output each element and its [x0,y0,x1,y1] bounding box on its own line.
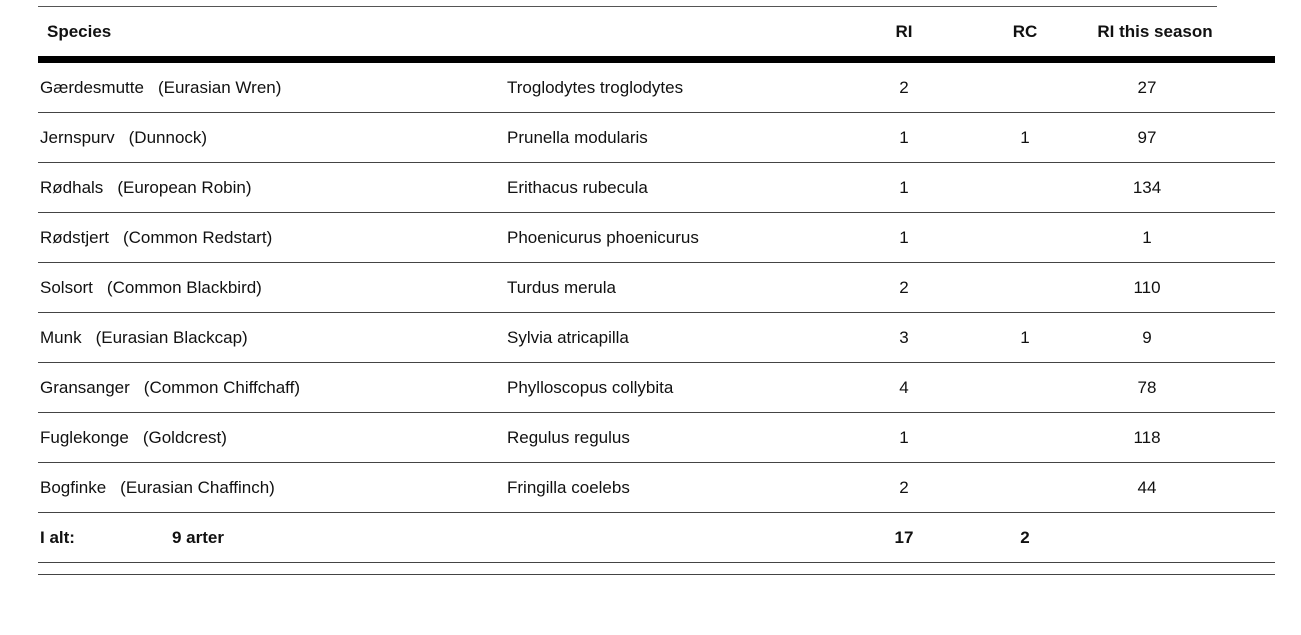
table-row: Gærdesmutte (Eurasian Wren) Troglodytes t… [38,63,1275,113]
species-name: Jernspurv (Dunnock) [40,113,207,162]
species-name: Rødstjert (Common Redstart) [40,213,272,262]
english-name: (Common Chiffchaff) [143,377,300,397]
season-value: 118 [1133,427,1161,447]
table-row: Solsort (Common Blackbird) Turdus merula … [38,263,1275,313]
ri-value: 1 [899,427,909,447]
english-name: (Common Redstart) [122,227,273,247]
english-name: (Dunnock) [128,127,208,147]
rc-value [995,63,1055,112]
english-name: (Eurasian Chaffinch) [120,477,275,497]
rc-value: 1 [1020,327,1030,347]
bottom-rule [38,574,1275,575]
rc-value: 1 [1020,127,1030,147]
danish-name: Fuglekonge [40,427,129,447]
species-name: Fuglekonge (Goldcrest) [40,413,227,462]
header-season: RI this season [1097,21,1213,41]
species-name: Gransanger (Common Chiffchaff) [40,363,300,412]
header-rc: RC [1012,21,1038,41]
season-value: 78 [1137,377,1157,397]
top-rule [38,6,1217,7]
latin-name: Regulus regulus [507,427,630,447]
english-name: (Eurasian Blackcap) [95,327,248,347]
table-header: Species RI RC RI this season [38,7,1275,56]
rc-value [995,363,1055,412]
species-name: Bogfinke (Eurasian Chaffinch) [40,463,275,512]
latin-name: Erithacus rubecula [507,177,648,197]
danish-name: Rødhals [40,177,104,197]
total-season [1097,513,1197,562]
danish-name: Gærdesmutte [40,77,144,97]
species-name: Solsort (Common Blackbird) [40,263,262,312]
ri-value: 3 [899,327,909,347]
latin-name: Phylloscopus collybita [507,377,674,397]
season-value: 27 [1137,77,1157,97]
total-species-count: 9 arter [172,527,224,547]
table-row: Bogfinke (Eurasian Chaffinch) Fringilla c… [38,463,1275,513]
header-ri: RI [895,21,913,41]
season-value: 134 [1132,177,1162,197]
latin-name: Prunella modularis [507,127,648,147]
season-value: 9 [1142,327,1152,347]
english-name: (Goldcrest) [142,427,227,447]
latin-name: Phoenicurus phoenicurus [507,227,699,247]
species-name: Gærdesmutte (Eurasian Wren) [40,63,281,112]
total-row: I alt: 9 arter 17 2 [38,513,1275,563]
ri-value: 1 [899,177,909,197]
danish-name: Munk [40,327,82,347]
english-name: (Eurasian Wren) [157,77,282,97]
ri-value: 4 [899,377,909,397]
latin-name: Turdus merula [507,277,616,297]
season-value: 1 [1142,227,1152,247]
rc-value [995,213,1055,262]
ri-value: 1 [899,227,909,247]
danish-name: Gransanger [40,377,130,397]
rc-value [995,263,1055,312]
table-row: Gransanger (Common Chiffchaff) Phylloscop… [38,363,1275,413]
table-row: Rødstjert (Common Redstart) Phoenicurus p… [38,213,1275,263]
english-name: (Common Blackbird) [106,277,262,297]
table-row: Jernspurv (Dunnock) Prunella modularis 1 … [38,113,1275,163]
danish-name: Jernspurv [40,127,115,147]
total-ri: 17 [894,527,914,547]
latin-name: Troglodytes troglodytes [507,77,684,97]
total-rc: 2 [1020,527,1030,547]
species-name: Munk (Eurasian Blackcap) [40,313,248,362]
season-value: 44 [1137,477,1157,497]
latin-name: Fringilla coelebs [507,477,630,497]
total-label: I alt: [40,527,75,547]
table-row: Fuglekonge (Goldcrest) Regulus regulus 1 … [38,413,1275,463]
latin-name: Sylvia atricapilla [507,327,629,347]
table-body: Gærdesmutte (Eurasian Wren) Troglodytes t… [38,63,1275,563]
table-row: Munk (Eurasian Blackcap) Sylvia atricapil… [38,313,1275,363]
ri-value: 2 [899,477,909,497]
danish-name: Rødstjert [40,227,109,247]
ri-value: 2 [899,77,909,97]
danish-name: Bogfinke [40,477,107,497]
header-species: Species [47,21,112,41]
rc-value [995,413,1055,462]
season-value: 97 [1137,127,1157,147]
header-divider [38,56,1275,63]
ri-value: 1 [899,127,909,147]
ri-value: 2 [899,277,909,297]
danish-name: Solsort [40,277,93,297]
rc-value [995,463,1055,512]
species-name: Rødhals (European Robin) [40,163,252,212]
table-row: Rødhals (European Robin) Erithacus rubecu… [38,163,1275,213]
season-value: 110 [1133,277,1161,297]
rc-value [995,163,1055,212]
english-name: (European Robin) [117,177,252,197]
